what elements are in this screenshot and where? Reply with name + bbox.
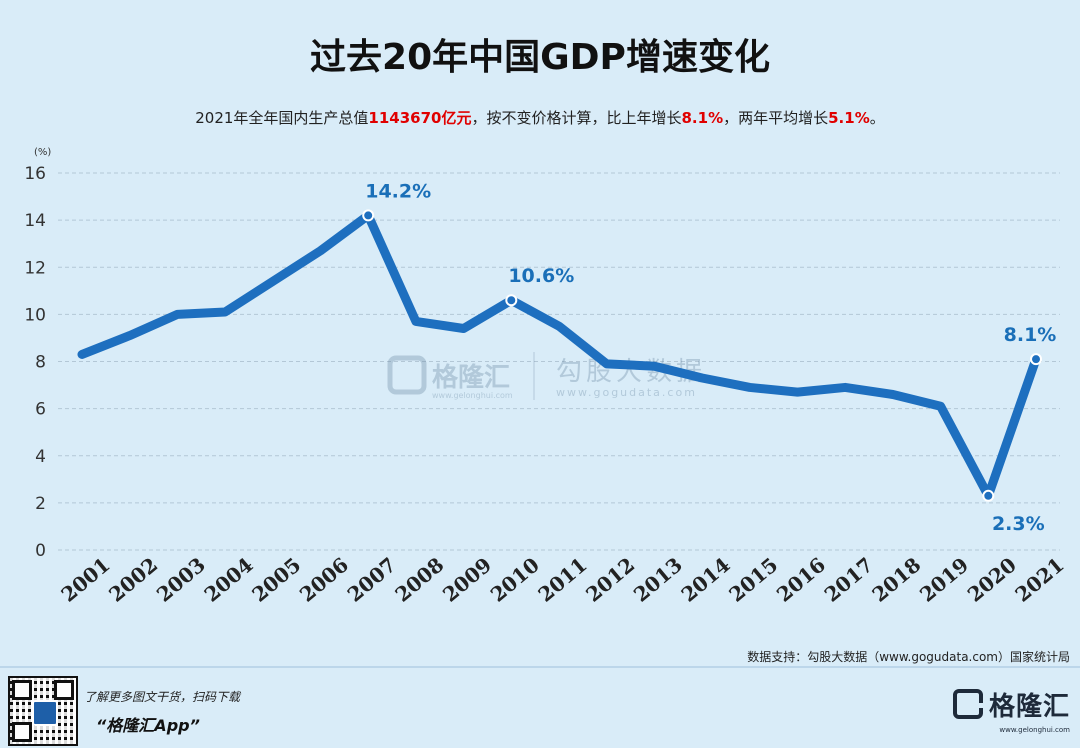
watermark-logo-icon bbox=[387, 355, 427, 395]
data-point-marker bbox=[505, 294, 518, 307]
y-tick-label: 4 bbox=[35, 447, 46, 467]
x-tick-label: 2004 bbox=[200, 553, 258, 607]
footer: 了解更多图文干货，扫码下载 “格隆汇App” 格隆汇 www.gelonghui… bbox=[0, 668, 1080, 748]
x-tick-label: 2017 bbox=[820, 553, 878, 607]
watermark-brand: 格隆汇 bbox=[432, 362, 510, 393]
x-tick-label: 2005 bbox=[247, 553, 305, 607]
y-tick-label: 12 bbox=[24, 258, 46, 278]
data-point-marker bbox=[982, 489, 995, 502]
subtitle-highlight: 8.1% bbox=[681, 109, 724, 127]
y-tick-label: 6 bbox=[35, 400, 46, 420]
y-tick-label: 16 bbox=[24, 164, 46, 184]
x-tick-label: 2015 bbox=[724, 553, 782, 607]
y-tick-label: 10 bbox=[24, 305, 46, 325]
x-tick-label: 2002 bbox=[104, 553, 162, 607]
subtitle-text: 2021年全年国内生产总值 bbox=[195, 109, 369, 127]
data-label: 8.1% bbox=[1004, 324, 1057, 346]
brand-logo-icon bbox=[952, 689, 983, 719]
x-tick-label: 2018 bbox=[867, 553, 925, 607]
chart-subtitle: 2021年全年国内生产总值1143670亿元，按不变价格计算，比上年增长8.1%… bbox=[0, 107, 1080, 128]
footer-app-name: “格隆汇App” bbox=[96, 716, 200, 735]
data-label: 10.6% bbox=[508, 265, 574, 287]
series-line bbox=[77, 210, 1041, 501]
subtitle-highlight: 1143670亿元 bbox=[368, 109, 472, 127]
footer-divider bbox=[0, 666, 1080, 668]
x-tick-label: 2007 bbox=[343, 553, 401, 607]
brand-logo-url: www.gelonghui.com bbox=[999, 726, 1070, 734]
x-tick-label: 2008 bbox=[390, 553, 448, 607]
x-tick-label: 2020 bbox=[963, 553, 1021, 607]
watermark: 格隆汇www.gelonghui.com勾股大数据www.gogudata.co… bbox=[387, 352, 702, 400]
subtitle-highlight: 5.1% bbox=[828, 109, 870, 127]
subtitle-text: ，两年平均增长 bbox=[723, 109, 829, 127]
data-point-marker bbox=[1030, 353, 1042, 366]
watermark-brand-url: www.gelonghui.com bbox=[432, 391, 513, 400]
x-tick-label: 2003 bbox=[152, 553, 210, 607]
qr-logo-icon bbox=[32, 700, 58, 726]
subtitle-text: 。 bbox=[869, 109, 885, 127]
data-source: 数据支持：勾股大数据（www.gogudata.com）国家统计局 bbox=[747, 650, 1070, 664]
subtitle-text: ，按不变价格计算，比上年增长 bbox=[471, 109, 682, 127]
x-tick-label: 2014 bbox=[677, 553, 735, 607]
x-tick-label: 2006 bbox=[295, 553, 353, 607]
brand-logo-text: 格隆汇 bbox=[988, 691, 1070, 722]
x-tick-label: 2016 bbox=[772, 553, 830, 607]
footer-cta: 了解更多图文干货，扫码下载 bbox=[84, 690, 241, 704]
x-tick-label: 2001 bbox=[56, 553, 114, 607]
watermark-partner-url: www.gogudata.com bbox=[556, 386, 697, 399]
x-tick-label: 2019 bbox=[915, 553, 973, 607]
y-tick-label: 14 bbox=[24, 211, 46, 231]
line-chart: (%) 0 2 4 6 8 10 12 14 16 格隆汇www.gelonghui.com勾股大数… bbox=[24, 147, 1068, 607]
data-point-marker bbox=[362, 209, 375, 222]
x-tick-label: 2021 bbox=[1010, 553, 1068, 607]
y-tick-label: 0 bbox=[35, 541, 46, 561]
chart-title: 过去20年中国GDP增速变化 bbox=[310, 37, 770, 78]
x-tick-label: 2011 bbox=[533, 553, 591, 607]
x-tick-label: 2013 bbox=[629, 553, 687, 607]
data-label: 14.2% bbox=[365, 180, 431, 202]
y-tick-label: 8 bbox=[35, 353, 46, 373]
x-tick-label: 2010 bbox=[486, 553, 544, 607]
qr-code[interactable] bbox=[8, 676, 78, 746]
brand-logo: 格隆汇 bbox=[952, 684, 1070, 724]
x-tick-label: 2012 bbox=[581, 553, 639, 607]
x-tick-label: 2009 bbox=[438, 553, 496, 607]
data-label: 2.3% bbox=[992, 513, 1045, 535]
y-axis-unit: (%) bbox=[34, 147, 51, 158]
y-tick-label: 2 bbox=[35, 494, 46, 514]
